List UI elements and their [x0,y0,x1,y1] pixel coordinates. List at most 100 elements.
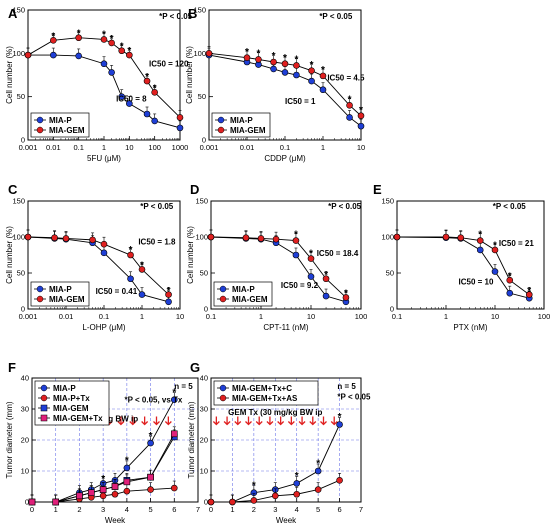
data-point [293,62,300,69]
y-tick-label: 30 [21,405,29,414]
plot-frame [396,200,545,310]
x-axis-label: Week [276,516,297,523]
dose-arrow-icon [255,416,263,426]
x-tick-label: 7 [196,505,200,514]
data-point [123,478,131,486]
data-point [491,246,499,254]
data-point [51,234,58,242]
dose-arrow-icon [298,416,306,426]
annotation: *P < 0.05 [337,393,371,402]
data-point [165,298,172,306]
y-tick-label: 100 [12,233,25,242]
data-point [491,268,499,275]
significance-star: * [101,474,105,485]
legend-entry: MIA-P [230,116,253,125]
data-point [75,34,82,42]
x-tick-label: 5 [148,505,152,514]
data-point [319,86,327,94]
dose-arrow-icon [153,416,160,426]
y-tick-label: 150 [381,197,394,206]
dose-arrow-icon [141,416,149,426]
ic50-label: IC50 = 21 [499,239,534,248]
y-tick-label: 0 [390,305,394,314]
significance-star: * [145,72,149,83]
data-point [293,480,301,487]
data-point [108,69,115,76]
significance-star: * [149,431,153,442]
data-point [322,292,330,300]
legend-marker [217,126,225,134]
y-tick-label: 150 [195,197,208,206]
legend-entry: MIA-GEM+Tx [53,414,103,423]
y-tick-label: 0 [204,498,208,507]
y-tick-label: 20 [200,436,208,445]
data-point [281,60,289,68]
data-point [111,483,119,490]
dose-arrow-icon [245,416,252,426]
data-point [506,276,514,284]
significance-star: * [310,60,314,71]
data-point [52,498,60,506]
annotation: *P < 0.05 [319,12,353,21]
significance-star: * [127,46,131,57]
legend-marker [217,116,225,124]
legend-entry: MIA-GEM [49,126,85,135]
ic50-label: IC50 = 10 [459,278,494,287]
x-tick-label: 0.01 [59,312,74,321]
annotation: *P < 0.05, vs Tx [124,396,182,405]
panel-letter: F [8,360,16,375]
legend-entry: MIA-P [232,285,255,294]
y-axis-label: Cell number (%) [5,46,14,104]
y-tick-label: 30 [200,405,208,414]
y-axis-label: Cell number (%) [185,46,194,104]
data-point [100,60,108,68]
data-point [255,56,262,63]
x-tick-label: 0.01 [46,143,61,152]
data-point [292,237,300,244]
data-point [346,114,353,121]
annotation: *P < 0.05 [159,12,193,21]
x-tick-label: 6 [172,505,176,514]
x-axis-label: L-OHP (μM) [82,323,125,332]
dose-arrow-icon [277,416,285,426]
data-point [87,489,95,497]
data-point [176,114,184,121]
data-point [176,124,184,132]
ic50-label: IC50 = 4.5 [327,74,365,83]
data-point [108,39,115,47]
x-tick-label: 0.1 [280,143,290,152]
data-point [118,47,126,55]
x-axis-label: PTX (nM) [453,323,488,332]
ic50-label: IC50 = 8 [116,94,147,103]
legend-entry: MIA-P [49,285,72,294]
significance-star: * [51,31,55,42]
significance-star: * [129,245,133,256]
ic50-label: IC50 = 1.8 [138,237,176,246]
y-axis-label: Tumor diameter (mm) [5,401,14,478]
legend-entry: MIA-GEM+Tx+AS [232,394,298,403]
legend-entry: MIA-GEM [49,295,85,304]
legend-marker [36,116,44,124]
data-point [346,102,353,109]
y-tick-label: 50 [198,92,206,101]
y-tick-label: 150 [12,6,25,15]
data-point [272,235,280,243]
panel-letter: B [188,6,197,21]
significance-star: * [120,42,124,53]
legend-marker [219,285,227,293]
significance-star: * [256,49,260,60]
series-line [208,54,362,127]
data-point [170,430,178,438]
x-tick-label: 0.01 [240,143,255,152]
y-tick-label: 10 [200,467,208,476]
x-tick-label: 1 [102,143,106,152]
x-tick-label: 10 [357,143,365,152]
legend-marker [219,384,227,392]
x-tick-label: 0 [30,505,34,514]
data-point [28,498,36,506]
legend-marker [40,404,48,412]
legend-entry: MIA-GEM [53,404,89,413]
ic50-label: IC50 = 120 [149,60,189,69]
data-point [307,273,315,280]
